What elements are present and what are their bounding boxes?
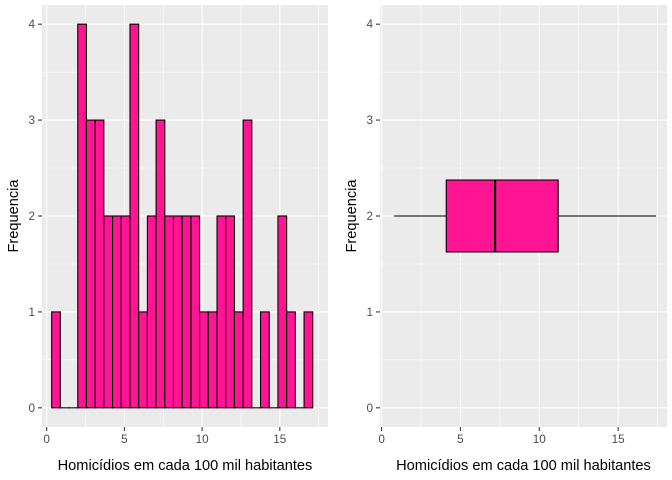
histogram-bar <box>85 119 96 409</box>
histogram-bar <box>138 311 148 409</box>
histogram-bar <box>303 311 314 409</box>
histogram-bar <box>51 311 61 409</box>
histogram-bar <box>164 215 175 409</box>
histogram-x-axis-title: Homicídios em cada 100 mil habitantes <box>58 458 313 474</box>
boxplot-y-tick-label: 2 <box>366 210 373 223</box>
histogram-y-tick-label: 4 <box>28 18 35 31</box>
histogram-x-tick-label: 0 <box>43 433 50 446</box>
histogram-bar <box>112 215 122 409</box>
histogram-y-tick-label: 1 <box>28 306 35 319</box>
histogram-bar <box>172 215 183 409</box>
histogram-y-tick-label: 3 <box>28 114 35 127</box>
boxplot-x-tick-label: 10 <box>533 433 547 446</box>
histogram-bar <box>233 311 244 409</box>
histogram-bar <box>129 23 140 409</box>
boxplot-y-tick-label: 3 <box>366 114 373 127</box>
boxplot-x-tick-label: 15 <box>612 433 626 446</box>
boxplot-axis-ticks: 0 5 10 15 0 1 2 3 4 <box>366 18 625 446</box>
histogram-y-tick-label: 0 <box>28 402 35 415</box>
histogram-x-tick-label: 15 <box>273 433 287 446</box>
boxplot-y-tick-label: 4 <box>366 18 373 31</box>
histogram-bar <box>207 311 218 409</box>
histogram-bar <box>103 215 114 409</box>
histogram-bar <box>94 119 105 409</box>
histogram-bar <box>277 215 288 409</box>
histogram-bar <box>286 311 296 409</box>
histogram-bar <box>260 311 270 409</box>
boxplot-y-tick-label: 0 <box>366 402 373 415</box>
histogram-x-tick-label: 10 <box>196 433 210 446</box>
histogram-panel: 0 5 10 15 0 1 2 3 4 Homicídios em cada 100 mil h… <box>6 5 328 474</box>
boxplot-box <box>445 179 559 253</box>
histogram-y-axis-title: Frequencia <box>6 179 22 253</box>
histogram-y-tick-label: 2 <box>28 210 35 223</box>
boxplot-x-axis-title: Homicídios em cada 100 mil habitantes <box>396 458 651 474</box>
boxplot-y-tick-label: 1 <box>366 306 373 319</box>
boxplot-y-axis-title: Frequencia <box>344 179 360 253</box>
histogram-bar <box>242 119 253 409</box>
histogram-bar <box>199 311 209 409</box>
histogram-x-tick-label: 5 <box>121 433 128 446</box>
histogram-bars <box>51 23 314 409</box>
boxplot-x-tick-label: 0 <box>378 433 385 446</box>
boxplot-marks <box>394 179 656 253</box>
histogram-bar <box>181 215 192 409</box>
histogram-bar <box>216 215 227 409</box>
histogram-axis-ticks: 0 5 10 15 0 1 2 3 4 <box>28 18 286 446</box>
histogram-bar <box>120 215 131 409</box>
histogram-bar <box>155 119 166 409</box>
boxplot-x-tick-label: 5 <box>457 433 464 446</box>
histogram-bar <box>225 215 235 409</box>
histogram-bar <box>77 23 87 409</box>
histogram-bar <box>190 215 201 409</box>
histogram-bar <box>146 215 157 409</box>
boxplot-panel: 0 5 10 15 0 1 2 3 4 Homicídios em cada 100 mil h… <box>344 5 667 474</box>
